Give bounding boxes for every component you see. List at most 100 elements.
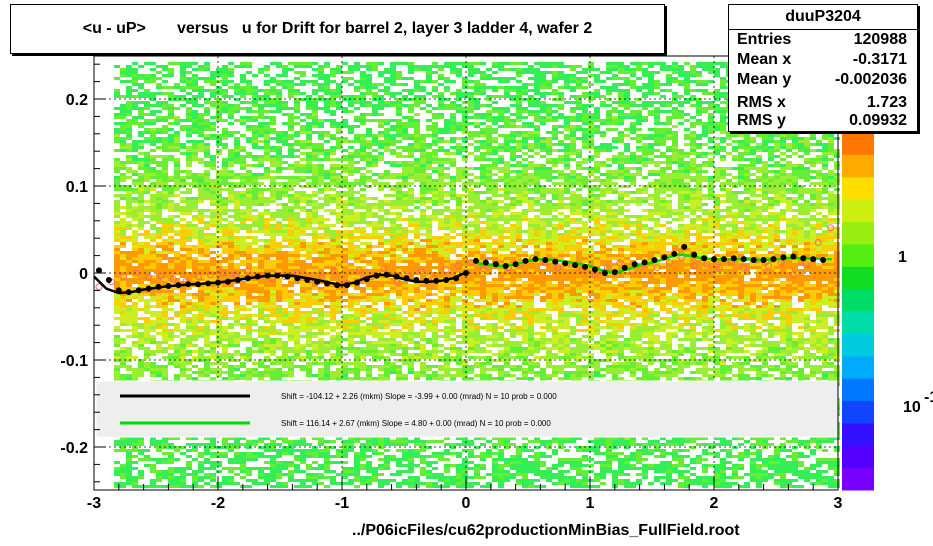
legend-box xyxy=(95,380,839,438)
y-tick-label: -0.2 xyxy=(60,440,88,457)
profile-marker xyxy=(413,276,420,283)
x-tick-label: 1 xyxy=(586,495,595,512)
colorbar-segment xyxy=(842,333,874,357)
stats-row-mean-x: Mean x -0.3171 xyxy=(737,50,907,70)
stats-value: -0.002036 xyxy=(834,71,907,88)
open-marker xyxy=(479,265,487,273)
colorbar-segment xyxy=(842,221,874,245)
x-tick-label: -3 xyxy=(87,495,101,512)
profile-marker xyxy=(502,263,509,270)
profile-marker xyxy=(691,251,698,258)
y-tick-label: 0.1 xyxy=(66,179,88,196)
profile-marker xyxy=(304,276,311,283)
profile-marker xyxy=(472,257,479,264)
profile-marker xyxy=(423,277,430,284)
profile-marker xyxy=(135,287,142,294)
profile-marker xyxy=(532,256,539,263)
open-marker xyxy=(703,260,711,268)
open-marker xyxy=(355,266,363,274)
stats-key: Mean y xyxy=(737,71,792,88)
colorbar-segment xyxy=(842,355,874,379)
colorbar-segment xyxy=(842,132,874,155)
open-marker xyxy=(814,239,822,247)
colorbar-label: 10 xyxy=(903,399,921,416)
profile-marker xyxy=(95,267,102,274)
profile-marker xyxy=(492,261,499,268)
open-marker xyxy=(455,262,463,270)
profile-marker xyxy=(611,269,618,276)
profile-marker xyxy=(810,256,817,263)
open-marker xyxy=(231,271,239,279)
open-marker xyxy=(244,267,252,275)
colorbar xyxy=(842,132,874,491)
colorbar-segment xyxy=(842,266,874,290)
colorbar-segment xyxy=(842,422,874,446)
profile-marker xyxy=(155,283,162,290)
colorbar-segment xyxy=(842,467,874,491)
profile-marker xyxy=(760,256,767,263)
colorbar-segment xyxy=(842,176,874,200)
profile-marker xyxy=(621,264,628,271)
open-marker xyxy=(219,269,227,277)
profile-marker xyxy=(125,289,132,296)
stats-histogram-name: duuP3204 xyxy=(729,5,917,30)
profile-marker xyxy=(284,273,291,280)
open-marker xyxy=(653,264,661,272)
colorbar-segment xyxy=(842,199,874,222)
profile-marker xyxy=(353,279,360,286)
profile-marker xyxy=(800,255,807,262)
profile-marker xyxy=(234,276,241,283)
open-marker xyxy=(132,269,140,277)
profile-marker xyxy=(324,280,331,287)
profile-marker xyxy=(582,263,589,270)
profile-marker xyxy=(720,256,727,263)
profile-marker xyxy=(453,275,460,282)
x-tick-label: 0 xyxy=(462,495,471,512)
stats-value: -0.3171 xyxy=(852,51,907,68)
profile-marker xyxy=(334,282,341,289)
colorbar-segment xyxy=(842,311,874,334)
profile-marker xyxy=(393,273,400,280)
colorbar-segment xyxy=(842,288,874,312)
open-marker xyxy=(169,275,177,283)
profile-marker xyxy=(383,271,390,278)
profile-marker xyxy=(403,275,410,282)
chart-title: <u - uP> versus u for Drift for barrel 2… xyxy=(82,20,593,37)
stats-row-rms-x: RMS x 1.723 xyxy=(737,93,907,113)
stats-value: 120988 xyxy=(853,31,907,48)
open-marker xyxy=(715,264,723,272)
profile-marker xyxy=(215,279,221,286)
profile-marker xyxy=(591,266,598,273)
stats-key: RMS y xyxy=(737,112,786,129)
y-tick-label: 0 xyxy=(79,266,88,283)
open-marker xyxy=(417,267,425,275)
profile-marker xyxy=(205,280,212,287)
open-marker xyxy=(145,273,153,281)
title-box: <u - uP> versus u for Drift for barrel 2… xyxy=(10,4,665,54)
open-marker xyxy=(442,266,450,274)
stats-row-entries: Entries 120988 xyxy=(737,30,907,50)
stats-key: Mean x xyxy=(737,51,792,68)
profile-marker xyxy=(224,278,231,285)
open-marker xyxy=(802,260,810,268)
open-marker xyxy=(690,262,698,270)
profile-marker xyxy=(681,243,688,250)
stats-value: 1.723 xyxy=(866,94,907,111)
open-marker xyxy=(740,264,748,272)
open-marker xyxy=(194,272,202,280)
open-marker xyxy=(616,259,624,267)
colorbar-segment xyxy=(842,243,874,267)
legend-text-black: Shift = -104.12 + 2.26 (mkm) Slope = -3.… xyxy=(281,392,557,401)
profile-marker xyxy=(542,256,549,263)
colorbar-segment xyxy=(842,400,874,424)
profile-marker xyxy=(740,256,747,263)
stats-box: duuP3204 Entries 120988 Mean x -0.3171 Mea… xyxy=(728,4,918,132)
profile-marker xyxy=(185,281,192,288)
colorbar-segment xyxy=(842,154,874,178)
open-marker xyxy=(207,271,215,279)
profile-marker xyxy=(363,276,370,283)
profile-marker xyxy=(145,285,152,292)
profile-marker xyxy=(730,255,737,262)
open-marker xyxy=(827,224,835,232)
